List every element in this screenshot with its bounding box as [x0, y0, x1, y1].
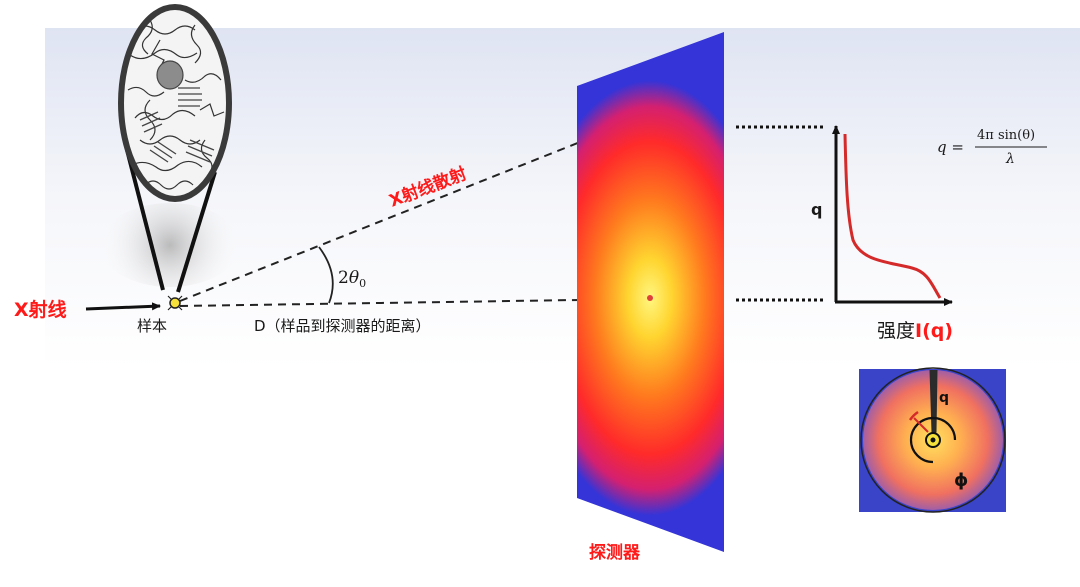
scatter-ray — [179, 122, 629, 302]
formula-denominator: λ — [1005, 151, 1015, 167]
distance-label: D（样品到探测器的距离） — [254, 317, 431, 335]
inset-phi-label: ϕ — [954, 470, 968, 491]
zoom-line-right — [176, 171, 217, 293]
q-formula: q = 4π sin(θ) λ — [937, 128, 1047, 167]
xray-label: X射线 — [14, 298, 67, 321]
sample-label: 样本 — [137, 317, 167, 335]
inset-q-label: q — [939, 390, 949, 406]
detector-label: 探测器 — [589, 542, 641, 563]
cell-shadow — [100, 203, 240, 287]
formula-numerator: 4π sin(θ) — [977, 128, 1035, 143]
intensity-curve — [843, 133, 942, 299]
sample-dot — [167, 295, 183, 311]
formula-lhs: q = — [937, 138, 964, 156]
cell-illustration — [118, 4, 232, 202]
xray-beam-arrow — [85, 302, 161, 311]
direct-ray — [179, 298, 645, 307]
detector-panel — [577, 32, 724, 552]
angle-prefix: 2 — [338, 268, 349, 288]
q-axis-label: q — [811, 200, 822, 219]
zoom-line-left — [125, 149, 165, 291]
intensity-func: I(q) — [915, 320, 953, 342]
angle-symbol: θ — [349, 268, 359, 288]
angle-subscript: 0 — [359, 277, 366, 290]
detector-inset — [859, 367, 1006, 513]
intensity-prefix: 强度 — [877, 320, 915, 342]
beam-spot — [647, 295, 653, 301]
angle-arc — [318, 246, 334, 304]
angle-label: 2θ0 — [338, 268, 366, 290]
intensity-label: 强度I(q) — [877, 320, 953, 342]
